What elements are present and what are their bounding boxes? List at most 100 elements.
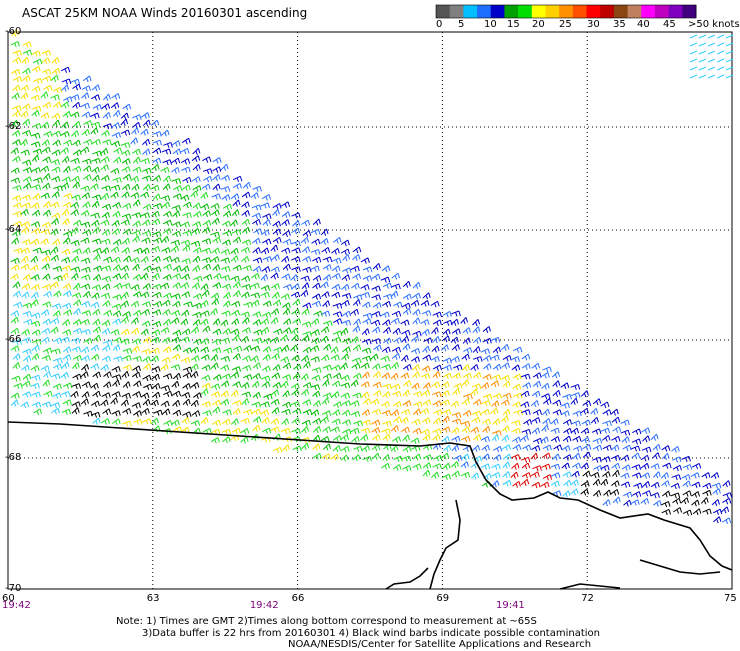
barb-feather (346, 328, 348, 333)
wind-barb (52, 113, 60, 119)
barb-feather (158, 273, 160, 278)
wind-barb (553, 381, 560, 388)
wind-barb (333, 319, 341, 325)
barb-feather (146, 222, 148, 226)
barb-feather (177, 268, 179, 272)
wind-barb (383, 338, 391, 344)
barb-feather (38, 345, 40, 350)
barb-feather (148, 113, 150, 118)
wind-barb (32, 345, 40, 351)
barb-feather (438, 301, 440, 306)
wind-barb (92, 293, 99, 299)
wind-barb (133, 292, 141, 298)
barb-feather (318, 249, 320, 254)
wind-barb (163, 309, 171, 315)
barb-feather (267, 258, 269, 262)
barb-feather (450, 365, 452, 370)
wind-barb (181, 283, 189, 289)
wind-barb (53, 338, 61, 344)
barb-feather (87, 340, 89, 344)
barb-feather (246, 230, 248, 234)
barb-feather (88, 238, 90, 243)
barb-feather (127, 113, 128, 118)
barb-feather (175, 259, 177, 263)
barb-feather (89, 382, 91, 387)
barb-feather (368, 292, 370, 297)
wind-barb (453, 389, 460, 396)
wind-barb (53, 87, 62, 93)
barb-feather (166, 312, 168, 316)
barb-feather (134, 303, 136, 307)
barb-feather (266, 357, 268, 361)
wind-barb (353, 345, 361, 351)
barb-feather (77, 273, 79, 278)
barb-feather (538, 363, 540, 368)
barb-feather (225, 251, 227, 255)
barb-feather (96, 257, 98, 261)
barb-feather (108, 130, 110, 135)
barb-feather (146, 303, 148, 307)
barb-feather (187, 310, 189, 315)
barb-feather (496, 349, 498, 353)
wind-barb (242, 356, 250, 362)
barb-feather (129, 104, 131, 109)
wind-barb (32, 168, 41, 174)
barb-feather (407, 355, 409, 360)
barb-feather (404, 358, 406, 362)
wind-barb (462, 399, 469, 405)
barb-feather (188, 159, 190, 164)
barb-feather (49, 102, 51, 107)
barb-feather (420, 331, 422, 336)
barb-feather (146, 377, 148, 381)
barb-feather (398, 384, 400, 389)
barb-feather (29, 104, 31, 109)
wind-barb (43, 174, 50, 181)
wind-barb (212, 348, 221, 354)
barb-feather (385, 268, 387, 272)
barb-feather (257, 188, 259, 192)
wind-barb (272, 373, 280, 379)
barb-feather (420, 392, 422, 397)
barb-feather (206, 385, 208, 389)
barb-feather (216, 402, 218, 406)
barb-feather (358, 254, 360, 259)
barb-feather (337, 347, 339, 352)
barb-feather (149, 356, 151, 361)
barb-feather (206, 192, 208, 197)
barb-feather (260, 229, 262, 234)
wind-barb (281, 294, 289, 300)
wind-barb (91, 113, 100, 119)
wind-barb (193, 148, 200, 155)
wind-barb (283, 319, 290, 325)
barb-feather (50, 132, 52, 137)
barb-feather (139, 403, 141, 408)
barb-feather (579, 393, 581, 398)
wind-barb (11, 69, 19, 75)
wind-barb (272, 209, 279, 216)
barb-feather (304, 240, 306, 244)
barb-feather (65, 124, 67, 128)
barb-feather (27, 185, 29, 189)
barb-feather (69, 79, 71, 84)
wind-barb (453, 365, 462, 370)
barb-feather (99, 319, 101, 324)
barb-feather (189, 167, 191, 172)
barb-feather (54, 257, 56, 261)
barb-feather (119, 157, 121, 162)
wind-barb (42, 51, 51, 56)
wind-barb (173, 274, 181, 280)
barb-feather (430, 338, 432, 343)
barb-feather (30, 42, 32, 47)
wind-barb (193, 186, 201, 192)
wind-barb (353, 373, 361, 379)
barb-feather (357, 380, 359, 385)
barb-feather (370, 276, 372, 281)
wind-barb (192, 228, 200, 234)
barb-feather (105, 240, 107, 244)
wind-barb (503, 381, 510, 387)
barb-feather (294, 331, 296, 335)
barb-feather (388, 266, 390, 271)
wind-barb (111, 168, 119, 174)
barb-feather (140, 381, 142, 386)
wind-barb (313, 275, 321, 281)
